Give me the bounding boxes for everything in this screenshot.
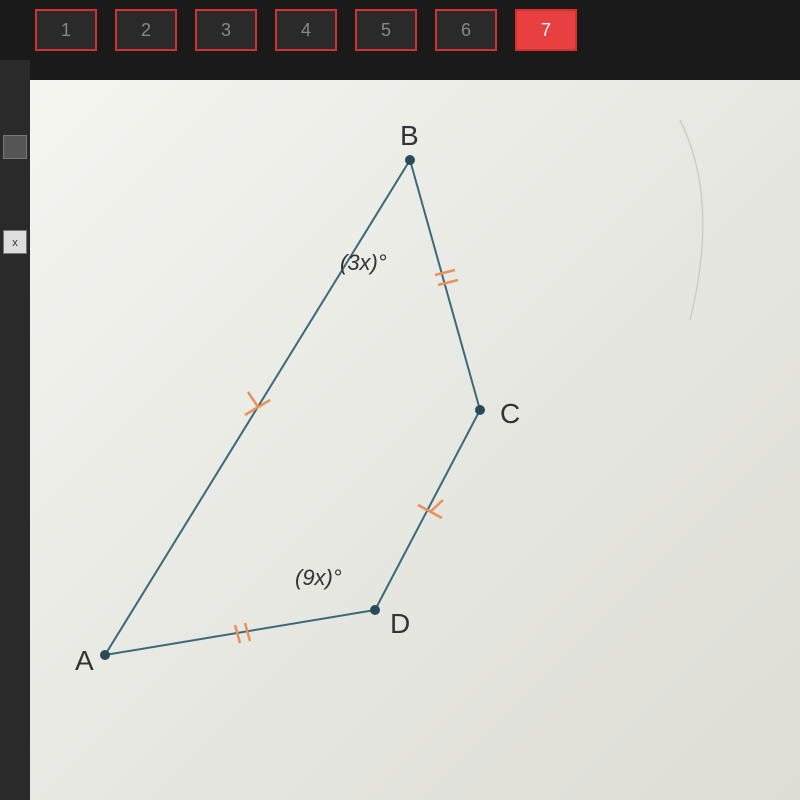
point-c [475, 405, 485, 415]
tab-6[interactable]: 6 [435, 9, 497, 51]
label-a: A [75, 645, 94, 677]
sidebar: x [0, 60, 30, 800]
edge-bc [410, 160, 480, 410]
label-c: C [500, 398, 520, 430]
label-d: D [390, 608, 410, 640]
tab-7[interactable]: 7 [515, 9, 577, 51]
point-b [405, 155, 415, 165]
artifact-curve [680, 120, 703, 320]
tick-bc [435, 270, 458, 285]
tab-4[interactable]: 4 [275, 9, 337, 51]
tool-icon-2[interactable]: x [3, 230, 27, 254]
label-b: B [400, 120, 419, 152]
tab-2[interactable]: 2 [115, 9, 177, 51]
tab-bar: 1 2 3 4 5 6 7 [0, 0, 800, 60]
angle-label-d: (9x)° [295, 565, 342, 591]
tab-3[interactable]: 3 [195, 9, 257, 51]
content-area: A B C D (3x)° (9x)° [30, 80, 800, 800]
tab-5[interactable]: 5 [355, 9, 417, 51]
tick-ab [245, 392, 270, 415]
point-a [100, 650, 110, 660]
diagram-svg [30, 80, 800, 800]
point-d [370, 605, 380, 615]
edge-da [105, 610, 375, 655]
tab-1[interactable]: 1 [35, 9, 97, 51]
geometry-diagram: A B C D (3x)° (9x)° [30, 80, 800, 800]
tool-icon-1[interactable] [3, 135, 27, 159]
angle-label-b: (3x)° [340, 250, 387, 276]
